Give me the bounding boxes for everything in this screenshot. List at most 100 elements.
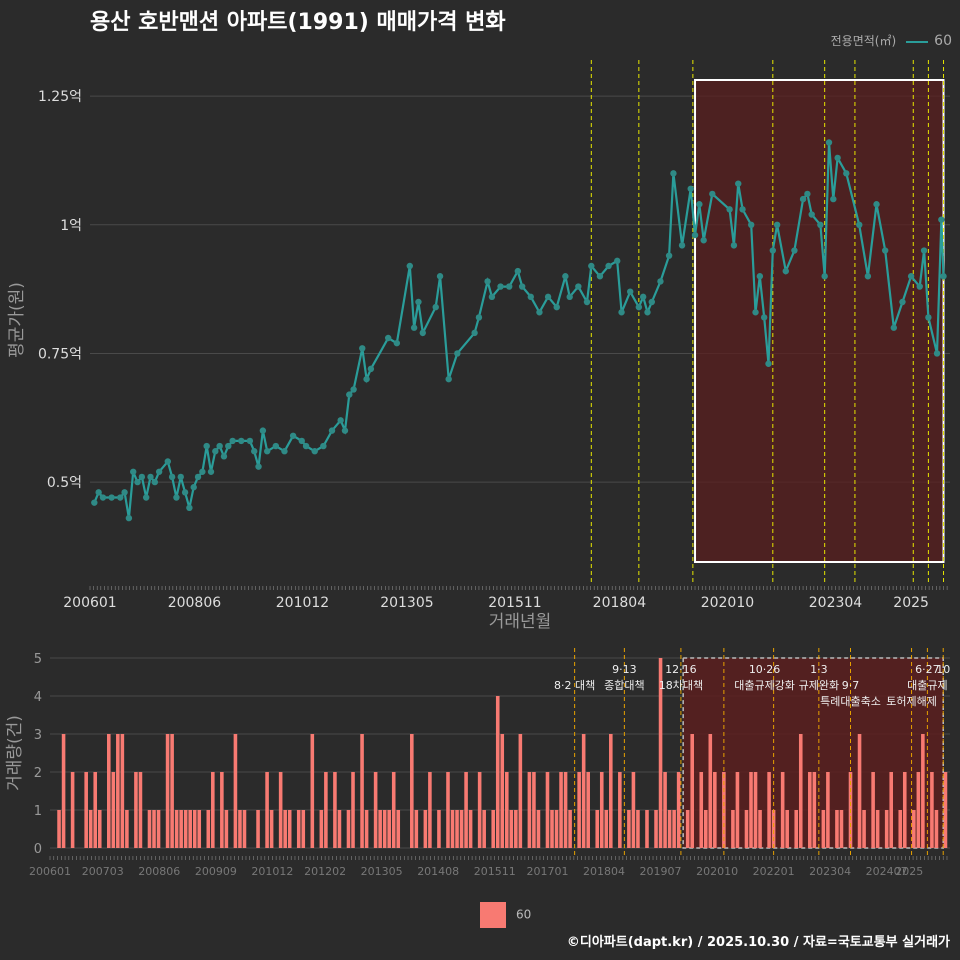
price-data-point <box>700 237 707 244</box>
price-data-point <box>562 273 569 280</box>
volume-bar <box>532 772 536 848</box>
volume-bar <box>627 810 631 848</box>
volume-x-tick-label: 202407 <box>866 865 908 878</box>
volume-bar <box>563 772 568 848</box>
volume-bar <box>934 810 939 848</box>
volume-bar <box>518 734 523 848</box>
volume-bar <box>676 772 681 848</box>
price-data-point <box>518 283 526 290</box>
price-data-point <box>281 448 288 455</box>
price-data-point <box>173 494 180 501</box>
volume-bar <box>482 810 486 848</box>
volume-bar <box>599 772 604 848</box>
price-data-point <box>938 216 945 223</box>
price-x-tick-label: 2025 <box>893 595 929 611</box>
volume-bar <box>61 734 66 848</box>
volume-bar <box>459 810 464 848</box>
price-data-point <box>657 278 664 285</box>
price-y-tick-label: 0.75억 <box>38 346 82 362</box>
price-data-point <box>596 273 604 280</box>
price-data-point <box>627 288 634 295</box>
price-x-tick-label: 202304 <box>809 595 863 611</box>
price-data-point <box>138 473 146 481</box>
volume-bar <box>808 772 812 848</box>
price-x-tick-label: 201305 <box>380 595 433 611</box>
price-data-point <box>644 309 651 316</box>
volume-bar <box>351 772 355 848</box>
volume-bar <box>744 810 749 848</box>
volume-bar <box>690 734 695 848</box>
price-data-point <box>639 293 647 301</box>
volume-bar <box>495 696 500 848</box>
price-y-tick-label: 0.5억 <box>47 475 82 491</box>
bottom-legend: 60 <box>480 902 531 928</box>
volume-bar <box>464 772 468 848</box>
price-data-point <box>687 185 694 192</box>
volume-bar <box>862 810 866 848</box>
volume-bar <box>785 810 789 848</box>
volume-bar <box>645 810 649 848</box>
price-data-point <box>575 283 582 290</box>
volume-x-tick-label: 201511 <box>474 865 516 878</box>
volume-bar <box>477 772 482 848</box>
price-data-point <box>514 267 522 275</box>
price-data-point <box>544 293 552 301</box>
volume-bar <box>410 734 414 848</box>
volume-bar <box>206 810 211 848</box>
volume-bar <box>536 810 541 848</box>
volume-bar <box>391 772 396 848</box>
volume-bar <box>631 772 636 848</box>
volume-bar <box>509 810 514 848</box>
volume-x-tick-label: 201305 <box>361 865 403 878</box>
volume-bar <box>857 734 862 848</box>
price-y-axis-title: 평균가(원) <box>7 282 27 358</box>
policy-label: 18차대책 <box>659 679 703 692</box>
volume-x-tick-label: 201202 <box>304 865 346 878</box>
policy-label: 9·7 <box>842 679 860 692</box>
legend-bar-swatch <box>480 902 506 928</box>
volume-bar <box>735 772 740 848</box>
price-x-tick-label: 200806 <box>168 595 222 611</box>
price-x-tick-label: 201012 <box>276 595 329 611</box>
policy-label: 대출규제 <box>907 679 947 692</box>
volume-bar <box>708 734 713 848</box>
price-data-point <box>583 298 591 306</box>
volume-bar <box>70 772 75 848</box>
source-footer: ©디아파트(dapt.kr) / 2025.10.30 / 자료=국토교통부 실… <box>566 935 950 950</box>
volume-bar <box>88 810 93 848</box>
price-data-point <box>505 283 513 290</box>
price-highlight-box <box>694 79 945 563</box>
price-data-point <box>881 247 889 254</box>
volume-bar <box>238 810 242 848</box>
volume-bar <box>812 772 817 848</box>
price-data-point <box>125 514 133 522</box>
price-data-point <box>614 257 621 265</box>
volume-bar <box>84 772 88 848</box>
volume-x-tick-label: 200806 <box>138 865 180 878</box>
volume-bar <box>821 810 826 848</box>
price-data-point <box>817 221 824 229</box>
volume-bar <box>826 772 830 848</box>
price-data-point <box>91 499 98 506</box>
volume-bar <box>871 772 875 848</box>
volume-bar <box>609 734 613 848</box>
price-data-point <box>142 494 150 501</box>
price-data-point <box>791 247 798 254</box>
volume-bar <box>346 810 351 848</box>
price-data-point <box>367 365 375 373</box>
price-data-point <box>821 273 828 280</box>
price-data-point <box>760 314 768 321</box>
price-data-point <box>899 298 906 306</box>
volume-bar <box>170 734 174 848</box>
price-data-point <box>605 262 612 270</box>
price-data-point <box>302 442 310 450</box>
price-x-axis-title: 거래년월 <box>489 612 552 632</box>
volume-bar <box>545 772 550 848</box>
volume-bar <box>568 810 572 848</box>
volume-bar <box>731 810 735 848</box>
volume-bar <box>296 810 301 848</box>
price-data-point <box>488 293 496 301</box>
volume-x-tick-label: 202304 <box>809 865 851 878</box>
price-data-point <box>346 391 353 398</box>
